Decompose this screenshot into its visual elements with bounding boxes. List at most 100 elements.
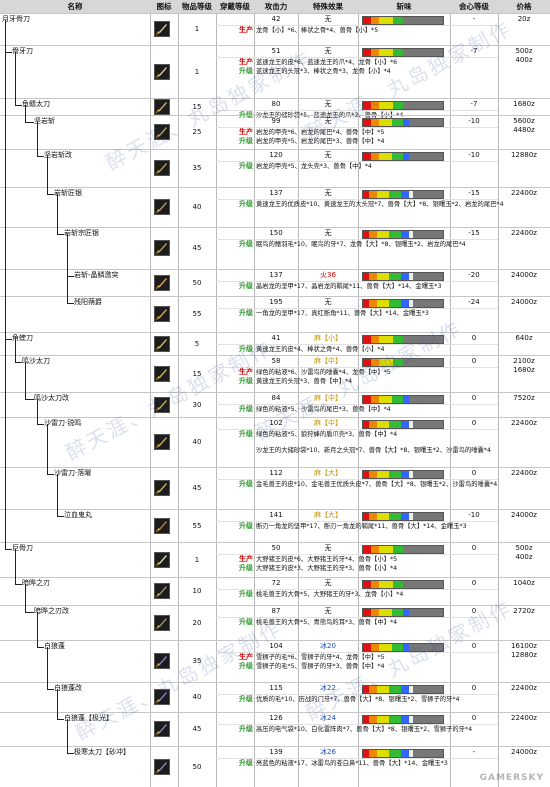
recipe-materials: 龙骨【小】*6、棒状之骨*4、兽骨【小】*5 [256,27,379,34]
recipe-type: 生产 [239,128,253,136]
sharpness-segment [379,581,394,588]
recipe-type: 生产 [239,555,253,563]
ice-blade-icon [154,758,170,775]
column-divider [450,13,451,787]
tree-branch [47,424,48,474]
recipe-materials: 蓝速龙王的皮*6、蓝速龙王的爪*4、龙骨【小】*6 [256,59,398,66]
row-divider [0,355,550,356]
sharpness-bar [362,470,444,479]
affinity-level: 0 [471,714,477,722]
column-divider [498,13,499,787]
sharpness-bar [362,299,444,308]
sharpness-segment [371,609,379,616]
price: 22400z [511,714,537,722]
special-effect: 无 [324,151,332,159]
recipe-materials: 绿色的粘液*5、沙雷鸟的尾巴*3、兽骨【中】*4 [256,406,391,413]
sharpness-segment [393,17,403,24]
rock-blade-icon [154,240,170,256]
item-level: 25 [192,128,202,136]
row-divider [0,227,550,228]
sharpness-bar [362,272,444,281]
sharpness-segment [388,716,402,723]
item-level: 40 [192,203,202,211]
recipe-materials: 优质的毛*10、历战的门牙*7、兽骨【大】*8、银曙玉*2、雪狮子的牙*4 [256,696,460,703]
sharpness-segment [379,49,394,56]
crystal-blade-icon [154,274,170,291]
sharpness-segment [369,300,378,307]
sharpness-bar [362,643,444,652]
recipe-type: 升级 [239,162,253,170]
weapon-name: 沙雷刀·锐鸣 [44,419,82,427]
column-divider [358,13,359,787]
sharpness-segment [379,396,392,403]
sharpness-segment [379,336,394,343]
attack-value: 112 [269,469,283,477]
tree-branch [37,424,44,425]
tree-branch [67,719,68,753]
sharpness-bar [362,230,444,239]
sharpness-segment [393,49,403,56]
sharpness-bar [362,118,444,127]
recipe-type: 升级 [239,759,253,767]
sharpness-bar [362,580,444,589]
item-level: 35 [192,164,202,172]
attack-value: 80 [271,100,281,108]
sharpness-segment [377,513,389,520]
row-divider [0,115,550,116]
header-3: 穿戴等级 [220,2,250,11]
sharpness-segment [363,17,371,24]
special-effect: 无 [324,229,332,237]
item-level: 1 [194,25,200,33]
dark-blade-icon [154,614,170,631]
sharpness-segment [363,609,371,616]
weapon-name: 鸣沙太刀 [22,357,50,365]
weapon-name: 岩斩宗匠银 [64,229,99,237]
recipe-divider [216,199,498,200]
affinity-level: -7 [470,100,478,108]
price-upgrade: 12880z [511,651,537,659]
sand-blade-icon [154,480,170,496]
weapon-name: 暗晔之刃 [22,579,50,587]
sharpness-segment [388,471,402,478]
sand-blade-icon [154,434,170,450]
recipe-materials: 金毛兽王的皮*10、金毛兽王优质头皮*7、兽骨【大】*8、银曙玉*2、沙雷鸟的唾… [256,481,498,488]
sharpness-segment [401,716,410,723]
sharpness-segment [363,471,370,478]
affinity-level: 0 [471,394,477,402]
horn-blade-icon [154,335,170,352]
recipe-divider [216,589,498,590]
sharpness-segment [409,471,413,478]
recipe-type: 升级 [239,67,253,75]
sharpness-bar [362,152,444,161]
special-effect: 无 [324,579,332,587]
header-1: 图标 [156,2,172,11]
recipe-materials: 雪狮子的毛*5、雪狮子的牙*3、兽骨【中】*4 [256,663,385,670]
header-row: 名称 图标 物品等级 穿戴等级 攻击力 特殊效果 斩味 会心等级 价格 [0,0,550,14]
ice-blade-icon [154,689,170,705]
recipe-divider [216,239,498,240]
sharpness-segment [388,231,402,238]
special-effect: 无 [324,47,332,55]
recipe-materials: 大野猪王的皮*3、大野猪王的牙*3、兽骨【小】*4 [256,565,398,572]
row-divider [0,417,550,418]
tree-branch [57,516,64,517]
item-level: 45 [192,244,202,252]
tree-branch [25,362,26,399]
sharpness-segment [401,421,410,428]
special-effect: 无 [324,298,332,306]
special-effect: 无 [324,15,332,23]
tree-branch [25,105,26,122]
tree-branch [67,753,74,754]
rock-blade-icon [154,160,170,176]
special-effect: 麻【小】 [314,334,342,342]
sharpness-segment [371,49,379,56]
weapon-name: 泣血鬼丸 [64,511,92,519]
sharpness-segment [363,581,371,588]
row-divider [0,682,550,683]
header-8: 价格 [516,2,532,11]
recipe-type: 升级 [239,430,253,438]
sharpness-segment [379,102,394,109]
sharpness-segment [363,191,370,198]
sharpness-segment [369,273,378,280]
special-effect: 无 [324,189,332,197]
